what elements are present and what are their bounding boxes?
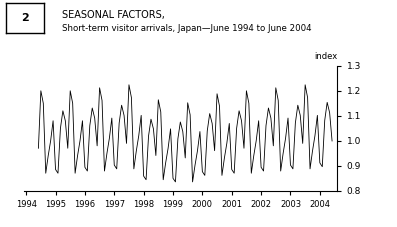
Text: SEASONAL FACTORS,: SEASONAL FACTORS, bbox=[62, 10, 164, 20]
Text: Short-term visitor arrivals, Japan—June 1994 to June 2004: Short-term visitor arrivals, Japan—June … bbox=[62, 24, 311, 33]
Text: 2: 2 bbox=[21, 13, 29, 23]
Text: index: index bbox=[314, 52, 337, 61]
